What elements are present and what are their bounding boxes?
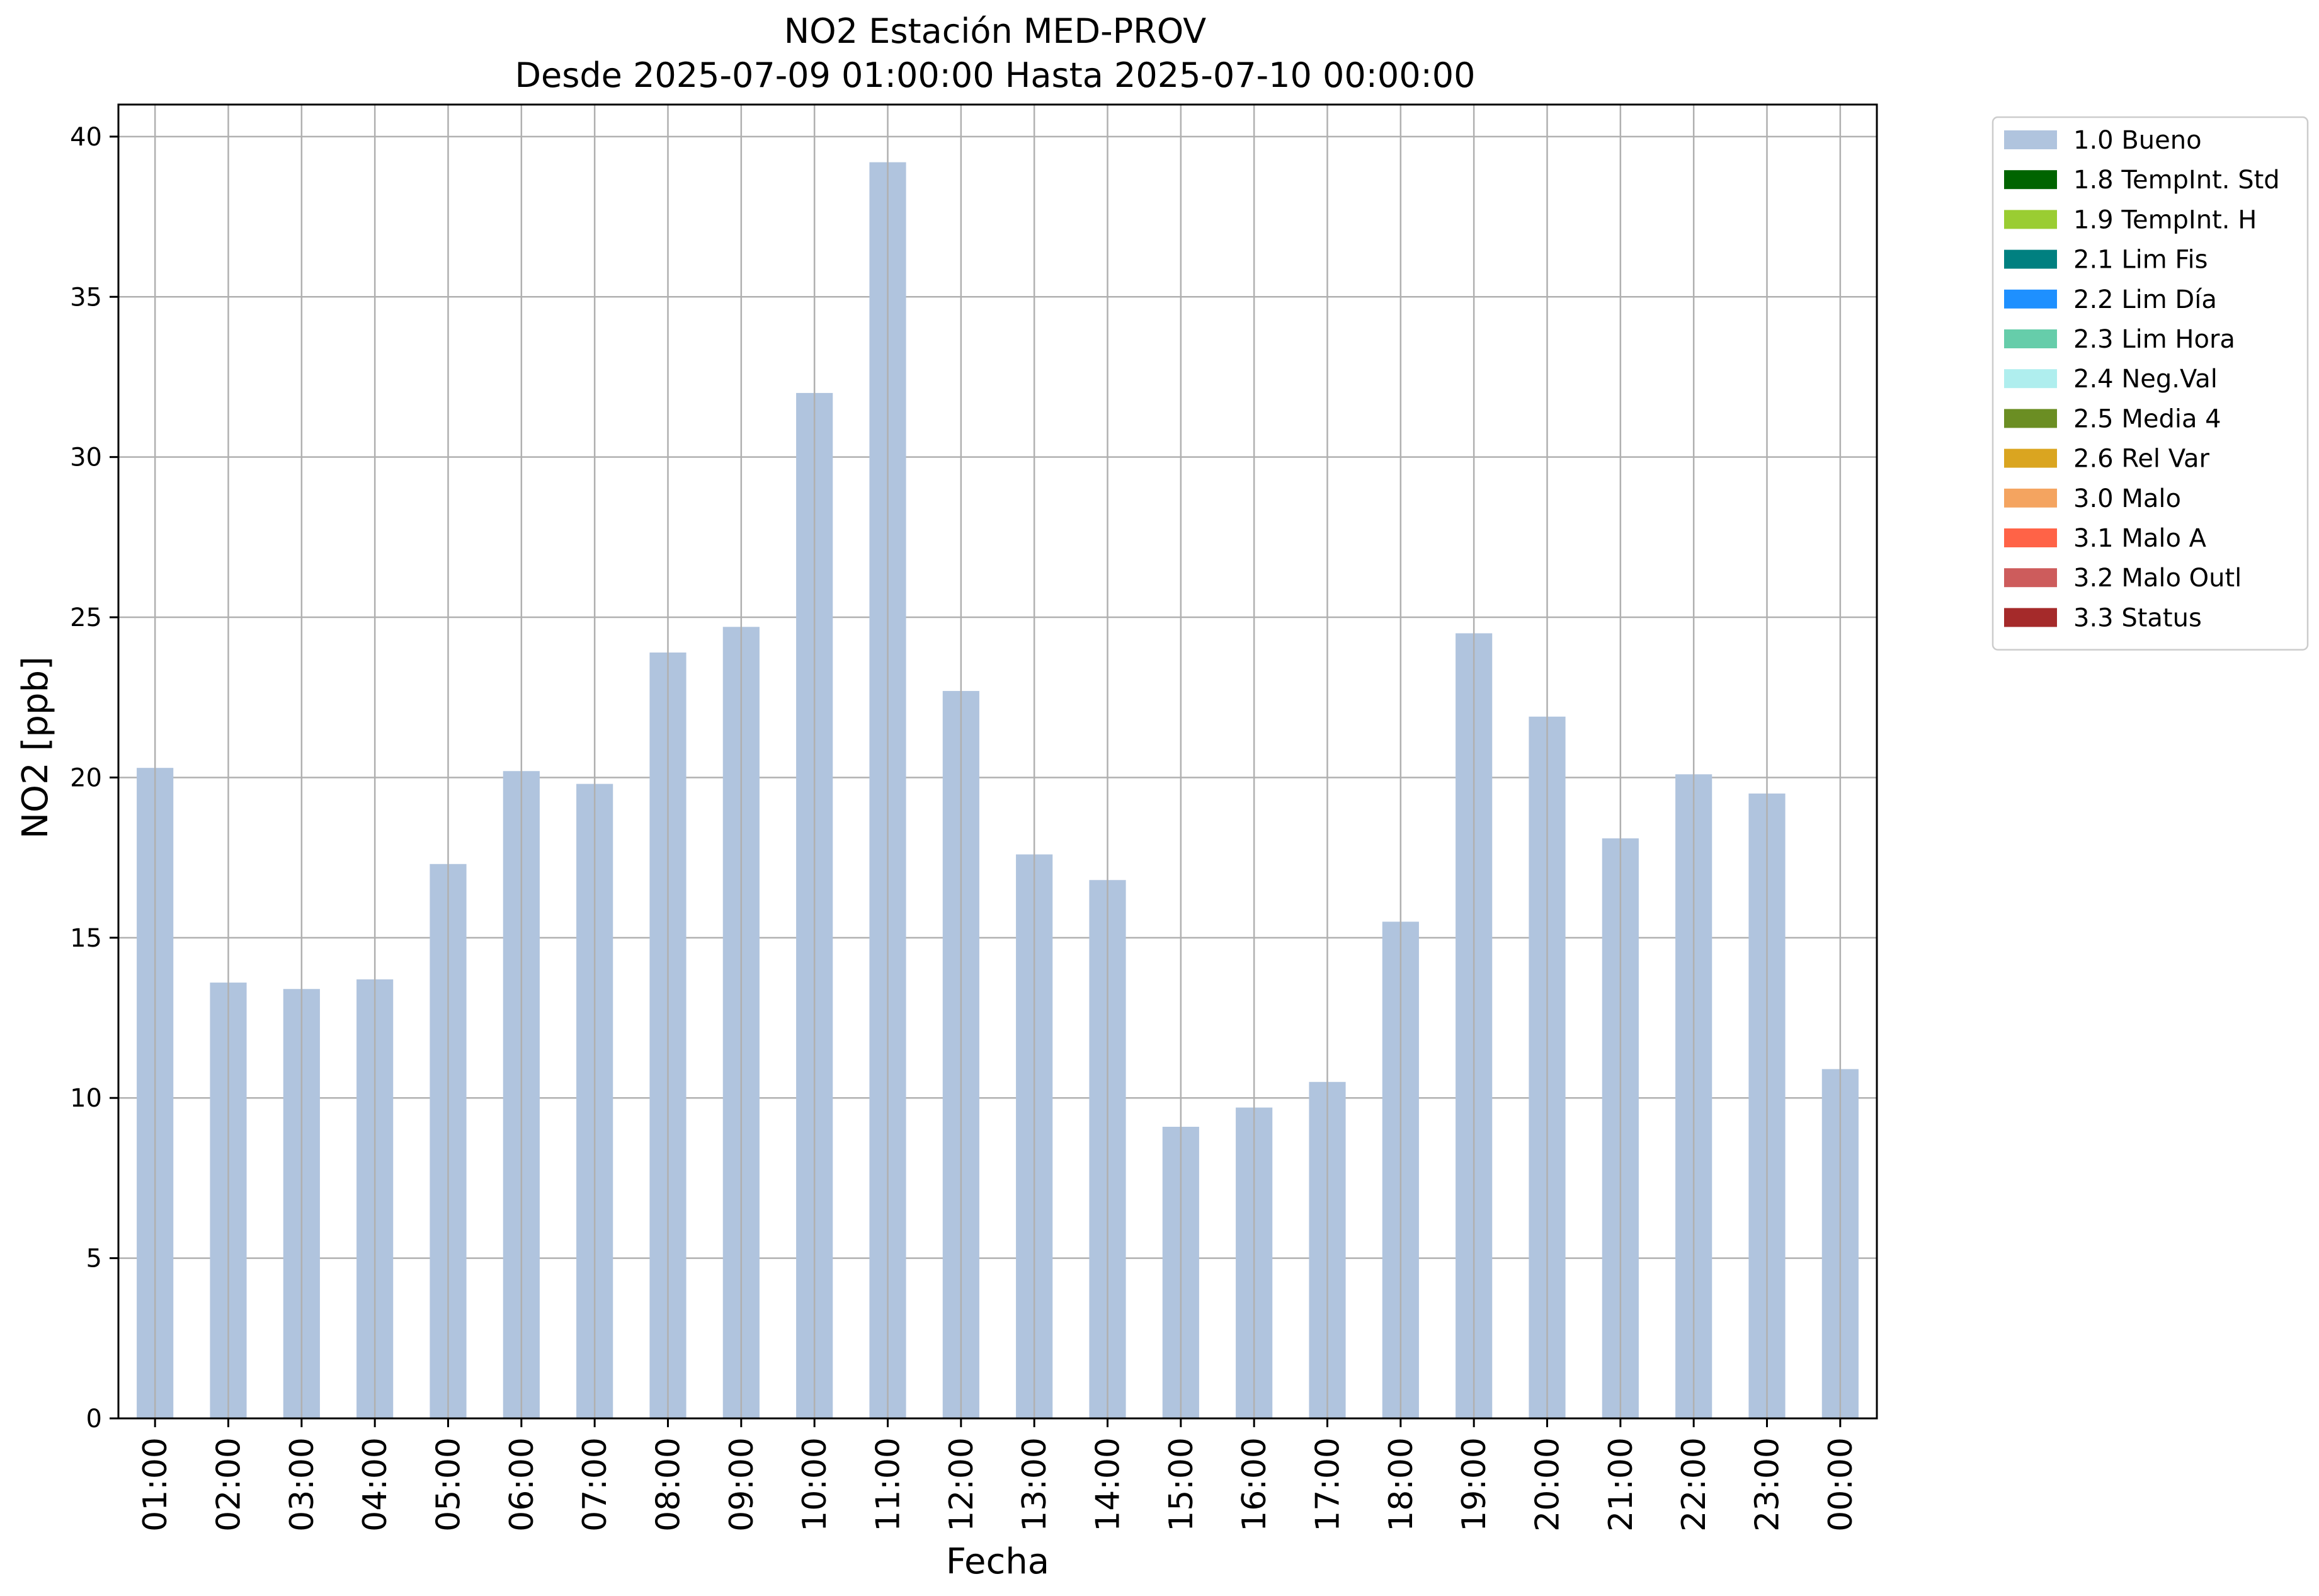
legend-label: 2.3 Lim Hora <box>2073 325 2235 354</box>
legend-label: 1.0 Bueno <box>2073 126 2202 155</box>
legend-swatch <box>2004 409 2057 428</box>
x-tick-label: 14:00 <box>1090 1437 1127 1532</box>
legend-label: 2.5 Media 4 <box>2073 404 2221 433</box>
legend-label: 2.4 Neg.Val <box>2073 365 2218 394</box>
y-tick-label: 25 <box>70 603 102 632</box>
x-tick-label: 08:00 <box>650 1437 688 1532</box>
y-tick-label: 5 <box>86 1245 102 1274</box>
grid-lines <box>118 135 1877 1420</box>
x-tick-label: 03:00 <box>283 1437 321 1532</box>
legend-swatch <box>2004 528 2057 547</box>
y-tick-label: 30 <box>70 443 102 472</box>
y-tick-label: 15 <box>70 924 102 953</box>
legend-label: 2.6 Rel Var <box>2073 445 2210 474</box>
x-axis-ticks: 01:00 02:00 03:00 04:00 05:00 06:00 07:00 08:00… <box>137 1418 1860 1532</box>
x-tick-label: 16:00 <box>1236 1437 1273 1532</box>
x-tick-label: 17:00 <box>1309 1437 1347 1532</box>
x-tick-label: 09:00 <box>723 1437 761 1532</box>
x-tick-label: 15:00 <box>1163 1437 1200 1532</box>
y-axis-ticks: 0 5 10 15 20 25 30 35 40 <box>70 123 118 1434</box>
x-tick-label: 22:00 <box>1675 1437 1713 1532</box>
x-tick-label: 01:00 <box>137 1437 174 1532</box>
chart-subtitle: Desde 2025-07-09 01:00:00 Hasta 2025-07-… <box>515 55 1475 95</box>
vertical-grid-lines <box>154 105 1842 1418</box>
x-tick-label: 23:00 <box>1749 1437 1787 1532</box>
legend-swatch <box>2004 329 2057 348</box>
legend-box <box>1991 116 2309 651</box>
x-tick-label: 10:00 <box>796 1437 834 1532</box>
x-tick-label: 12:00 <box>943 1437 981 1532</box>
legend-swatch <box>2004 448 2057 468</box>
y-tick-label: 40 <box>70 123 102 152</box>
y-tick-label: 20 <box>70 763 102 792</box>
legend-label: 1.9 TempInt. H <box>2073 205 2257 234</box>
x-tick-label: 04:00 <box>356 1437 394 1532</box>
legend-swatch <box>2004 289 2057 309</box>
y-axis-label: NO2 [ppb] <box>15 656 56 839</box>
y-tick-label: 10 <box>70 1084 102 1113</box>
legend-swatch <box>2004 170 2057 190</box>
x-axis-label: Fecha <box>946 1541 1049 1582</box>
y-tick-label: 0 <box>86 1405 102 1434</box>
y-tick-label: 35 <box>70 283 102 312</box>
legend-label: 2.1 Lim Fis <box>2073 246 2208 275</box>
x-tick-label: 18:00 <box>1382 1437 1420 1532</box>
legend-swatch <box>2004 568 2057 588</box>
x-tick-label: 20:00 <box>1529 1437 1567 1532</box>
x-tick-label: 11:00 <box>870 1437 908 1532</box>
x-tick-label: 21:00 <box>1602 1437 1640 1532</box>
legend-swatch <box>2004 608 2057 627</box>
x-tick-label: 07:00 <box>576 1437 614 1532</box>
legend-label: 3.2 Malo Outl <box>2073 564 2242 593</box>
legend-swatch <box>2004 369 2057 389</box>
legend: 1.0 Bueno 1.8 TempInt. Std 1.9 TempInt. H 2… <box>1991 116 2309 651</box>
legend-label: 3.0 Malo <box>2073 484 2181 513</box>
legend-swatch <box>2004 249 2057 269</box>
x-tick-label: 05:00 <box>430 1437 468 1532</box>
x-tick-label: 02:00 <box>210 1437 248 1532</box>
x-tick-label: 13:00 <box>1016 1437 1054 1532</box>
legend-label: 2.2 Lim Día <box>2073 285 2217 314</box>
legend-swatch <box>2004 488 2057 508</box>
plot-area-frame <box>117 103 1878 1420</box>
legend-label: 3.3 Status <box>2073 603 2202 632</box>
x-tick-label: 19:00 <box>1456 1437 1493 1532</box>
legend-label: 3.1 Malo A <box>2073 524 2207 553</box>
chart-title: NO2 Estación MED-PROV <box>784 11 1206 51</box>
x-tick-label: 00:00 <box>1822 1437 1860 1532</box>
legend-label: 1.8 TempInt. Std <box>2073 166 2280 195</box>
legend-swatch <box>2004 210 2057 229</box>
x-tick-label: 06:00 <box>503 1437 541 1532</box>
legend-swatch <box>2004 130 2057 149</box>
